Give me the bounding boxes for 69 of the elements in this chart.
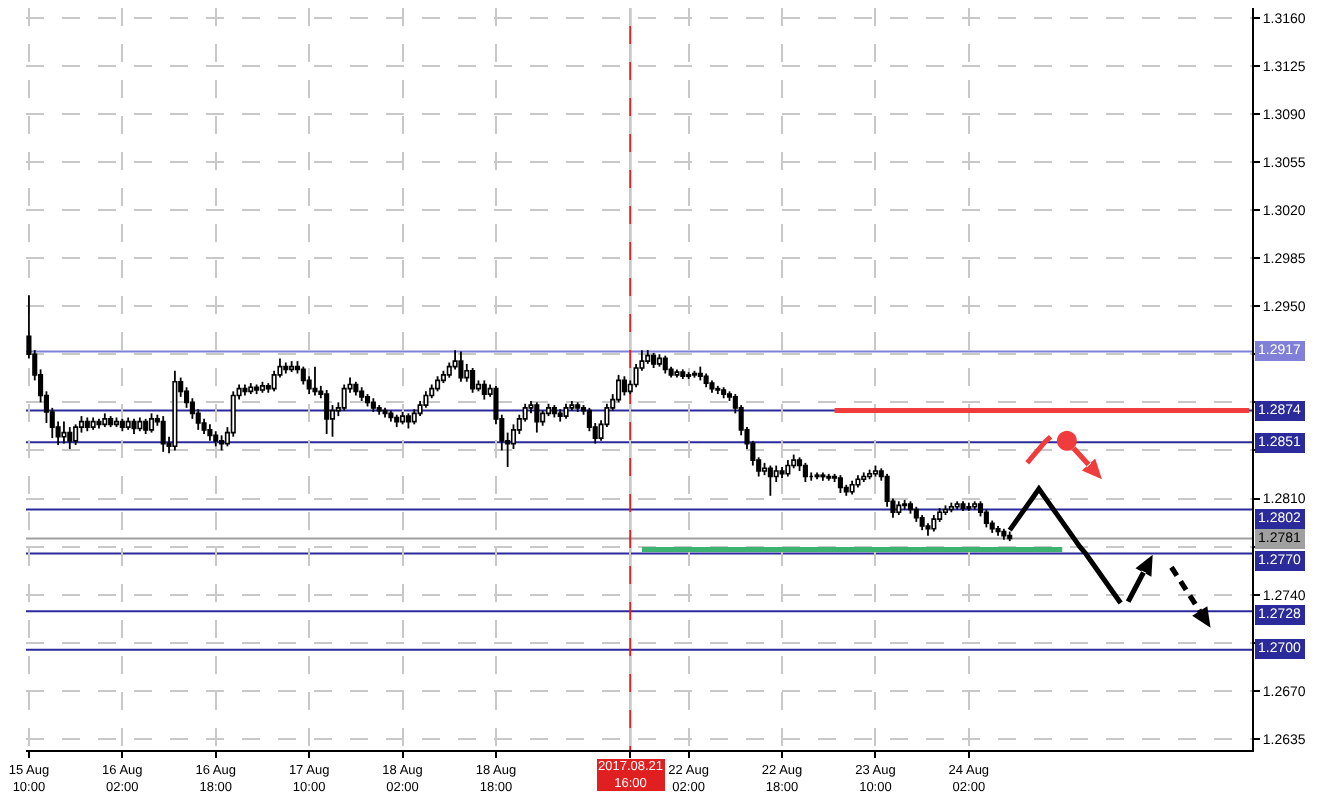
candlestick — [709, 379, 715, 394]
candlestick — [84, 416, 90, 433]
candlestick — [470, 367, 476, 394]
candlestick — [359, 386, 365, 402]
candlestick — [820, 471, 826, 482]
candlestick — [551, 404, 557, 419]
candlestick — [248, 382, 254, 396]
candlestick — [773, 464, 779, 483]
candlestick — [575, 401, 581, 413]
candlestick — [522, 402, 528, 423]
candlestick — [73, 423, 79, 446]
candlestick — [464, 362, 470, 383]
candlestick — [937, 507, 943, 523]
candlestick — [376, 404, 382, 416]
candlestick — [143, 417, 149, 435]
candlestick — [96, 417, 102, 430]
candlestick — [738, 404, 744, 437]
candlestick — [67, 426, 73, 450]
candlestick — [446, 361, 452, 379]
candlestick — [855, 474, 861, 489]
candlestick — [207, 423, 213, 442]
candlestick — [557, 408, 563, 423]
candlestick — [131, 417, 137, 435]
candlestick — [172, 369, 178, 452]
candlestick — [645, 349, 651, 365]
candlestick — [960, 500, 966, 512]
candlestick — [680, 368, 686, 380]
candlestick — [306, 375, 312, 396]
candlestick — [61, 420, 67, 445]
line-series — [1024, 434, 1054, 466]
candlestick — [189, 397, 195, 420]
candlestick — [312, 365, 318, 397]
candlestick — [201, 417, 207, 435]
candlestick — [534, 401, 540, 434]
candlestick — [423, 390, 429, 409]
candlestick — [896, 500, 902, 516]
candlestick — [931, 514, 937, 533]
candlestick — [265, 382, 271, 394]
candlestick — [458, 350, 464, 383]
candlestick — [90, 416, 96, 431]
candlestick — [370, 397, 376, 413]
candlestick — [230, 390, 236, 438]
candlestick — [913, 505, 919, 523]
candlestick — [884, 472, 890, 508]
candlestick — [563, 402, 569, 420]
candlestick — [108, 415, 114, 428]
candlestick — [779, 466, 785, 479]
candlestick — [341, 383, 347, 412]
candlestick — [919, 514, 925, 532]
candlestick — [721, 386, 727, 400]
candlestick — [925, 522, 931, 537]
candlestick — [586, 406, 592, 433]
candlestick — [785, 459, 791, 478]
candlestick — [195, 408, 201, 431]
candlestick — [160, 415, 166, 453]
candlestick — [481, 379, 487, 401]
candlestick — [125, 416, 131, 431]
candlestick — [651, 352, 657, 369]
candlestick — [528, 400, 534, 415]
candlestick — [417, 400, 423, 417]
candlestick — [119, 417, 125, 433]
candlestick — [102, 412, 108, 428]
candlestick — [674, 368, 680, 379]
candlestick — [324, 389, 330, 435]
candlestick — [569, 400, 575, 412]
candlestick — [995, 525, 1001, 537]
candlestick — [972, 500, 978, 511]
candlestick — [213, 430, 219, 448]
candlestick — [802, 461, 808, 483]
